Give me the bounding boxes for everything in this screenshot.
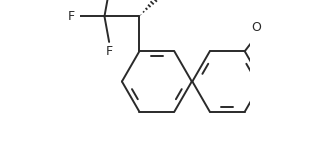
Text: F: F	[106, 45, 113, 58]
Text: NH$_2$: NH$_2$	[161, 0, 188, 2]
Text: O: O	[251, 21, 261, 34]
Text: F: F	[68, 10, 75, 23]
